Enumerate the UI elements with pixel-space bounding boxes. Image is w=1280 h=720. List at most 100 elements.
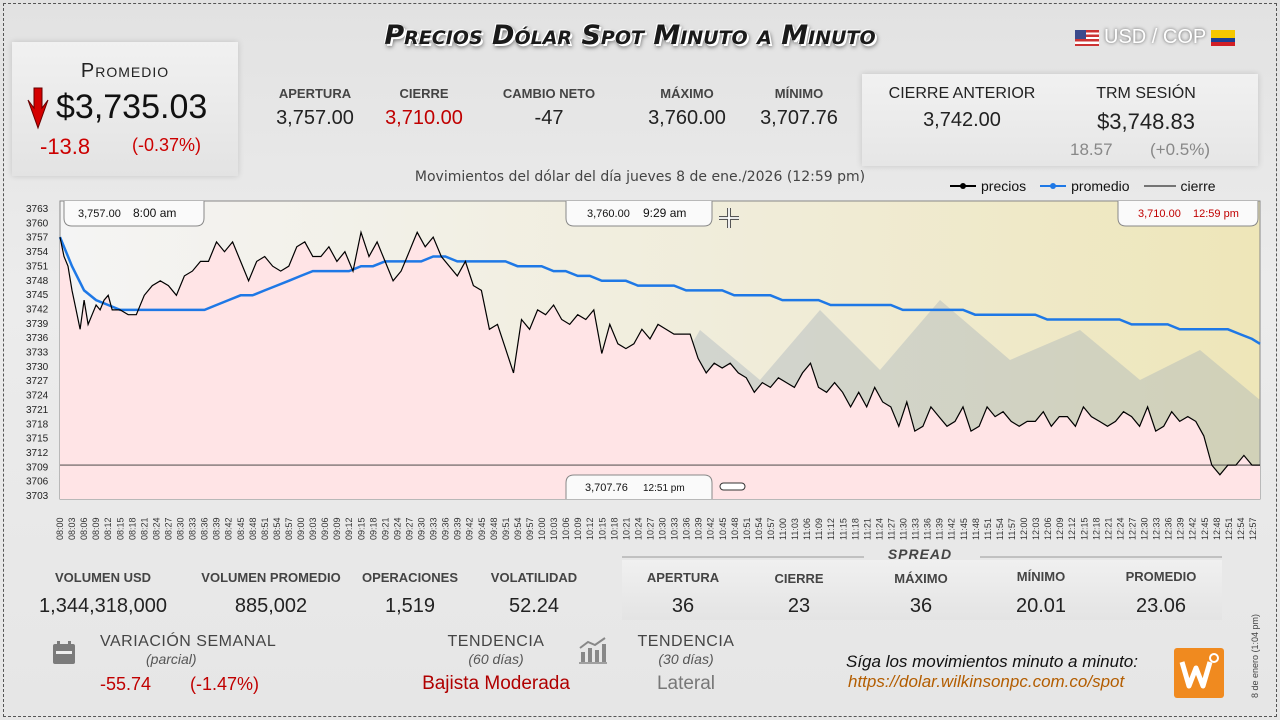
x-tick-label: 08:42 (224, 517, 234, 540)
x-tick-label: 09:42 (465, 517, 475, 540)
x-tick-label: 12:18 (1091, 517, 1101, 540)
x-tick-label: 10:00 (537, 517, 547, 540)
x-tick-label: 08:18 (127, 517, 137, 540)
stat-value: 3,760.00 (648, 107, 726, 129)
y-tick-label: 3721 (26, 405, 49, 416)
colombia-flag-icon (1211, 29, 1236, 46)
x-tick-label: 12:48 (1212, 517, 1222, 540)
scroll-handle[interactable] (719, 482, 746, 491)
x-tick-label: 10:24 (633, 517, 643, 540)
promedio-value: $3,735.03 (56, 88, 208, 126)
max-callout-price: 3,760.00 (587, 208, 630, 220)
y-tick-label: 3736 (26, 333, 49, 344)
x-tick-label: 12:39 (1176, 517, 1186, 540)
y-tick-label: 3748 (26, 276, 49, 287)
x-tick-label: 08:00 (55, 517, 65, 540)
x-tick-label: 08:36 (200, 517, 210, 540)
x-tick-label: 08:09 (91, 517, 101, 540)
spread-promedio-value: 23.06 (1135, 595, 1187, 617)
legend-line-black-icon (950, 183, 976, 189)
x-tick-label: 09:00 (296, 517, 306, 540)
x-tick-label: 11:27 (887, 518, 897, 540)
y-tick-label: 3739 (26, 319, 49, 330)
x-tick-label: 10:30 (658, 517, 668, 540)
max-callout: 3,760.00 9:29 am (565, 201, 739, 228)
x-axis-ticks: 08:00 08:03 08:06 08:09 08:12 08:15 08:18 08:21… (55, 517, 1258, 540)
follow-link[interactable]: https://dolar.wilkinsonpc.com.co/spot (848, 672, 1125, 691)
y-axis-ticks: 3763 3760 3757 3754 3751 3748 3745 3742 3739 3736… (26, 204, 49, 502)
close-callout-time: 12:59 pm (1193, 208, 1239, 220)
volumen-promedio-label: VOLUMEN PROMEDIO (201, 570, 341, 585)
x-tick-label: 11:39 (935, 518, 945, 540)
spread-cierre-label: CIERRE (774, 571, 824, 586)
x-tick-label: 12:57 (1248, 517, 1258, 540)
x-tick-label: 10:57 (766, 517, 776, 540)
volumen-usd-value: 1,344,318,000 (39, 595, 167, 617)
volatilidad-value: 52.24 (508, 595, 560, 617)
x-tick-label: 12:24 (1115, 517, 1125, 540)
stat-value: 3,710.00 (385, 107, 463, 129)
stat-cierre: CIERRE 3,710.00 (378, 86, 470, 130)
spread-panel (622, 560, 1222, 620)
legend-promedio: promedio (1040, 178, 1130, 194)
x-tick-label: 11:45 (959, 518, 969, 540)
x-tick-label: 08:51 (260, 517, 270, 540)
volatilidad-label: VOLATILIDAD (490, 570, 578, 585)
x-tick-label: 11:30 (899, 518, 909, 540)
x-tick-label: 12:15 (1079, 517, 1089, 540)
trm-sesion: TRM SESIÓN $3,748.83 (1066, 85, 1226, 135)
price-chart[interactable]: 3763 3760 3757 3754 3751 3748 3745 3742 3739 3736… (0, 198, 1280, 548)
spread-apertura-label: APERTURA (646, 570, 720, 585)
x-tick-label: 11:00 (778, 518, 788, 540)
volatilidad: VOLATILIDAD 52.24 (484, 570, 584, 618)
x-tick-label: 09:54 (513, 517, 523, 540)
y-tick-label: 3727 (26, 376, 49, 387)
y-tick-label: 3730 (26, 362, 49, 373)
x-tick-label: 09:51 (501, 517, 511, 540)
wilkinson-logo[interactable] (1174, 648, 1224, 698)
spread-divider (622, 556, 1222, 558)
min-callout: 3,707.76 12:51 pm (565, 474, 746, 499)
spread-promedio: PROMEDIO 23.06 (1114, 569, 1208, 618)
x-tick-label: 09:15 (356, 517, 366, 540)
trm-change-pct: (+0.5%) (1150, 140, 1210, 159)
x-tick-label: 10:36 (682, 517, 692, 540)
x-tick-label: 11:48 (971, 518, 981, 540)
x-tick-label: 10:12 (585, 517, 595, 540)
spread-minimo: MÍNIMO 20.01 (998, 569, 1084, 618)
stat-label: CIERRE (399, 86, 449, 101)
x-tick-label: 09:24 (392, 517, 402, 540)
x-tick-label: 08:06 (79, 517, 89, 540)
x-tick-label: 10:33 (670, 517, 680, 540)
legend-line-thin-icon (1143, 185, 1176, 187)
x-tick-label: 12:06 (1043, 517, 1053, 540)
x-tick-label: 09:03 (308, 517, 318, 540)
x-tick-label: 09:36 (441, 517, 451, 540)
x-tick-label: 08:48 (248, 517, 258, 540)
x-tick-label: 12:45 (1200, 517, 1210, 540)
us-flag-icon (1075, 29, 1099, 46)
x-tick-label: 09:18 (368, 517, 378, 540)
spread-maximo-label: MÁXIMO (894, 571, 948, 586)
down-arrow-icon (27, 87, 49, 130)
y-tick-label: 3724 (26, 391, 49, 402)
spread-apertura: APERTURA 36 (640, 570, 726, 618)
stat-label: MÁXIMO (660, 86, 714, 101)
trm-value: $3,748.83 (1097, 109, 1195, 134)
x-tick-label: 11:03 (790, 518, 800, 540)
x-tick-label: 10:06 (561, 517, 571, 540)
tendencia-30: TENDENCIA (30 días) Lateral (626, 633, 746, 695)
close-callout: 3,710.00 12:59 pm (1117, 201, 1259, 227)
x-tick-label: 12:00 (1019, 517, 1029, 540)
x-tick-label: 12:54 (1236, 517, 1246, 540)
stat-cambio-neto: CAMBIO NETO -47 (494, 86, 604, 130)
spread-apertura-value: 36 (671, 595, 695, 617)
open-callout-price: 3,757.00 (78, 208, 121, 220)
cierre-anterior-label: CIERRE ANTERIOR (888, 85, 1036, 102)
x-tick-label: 09:57 (525, 517, 535, 540)
x-tick-label: 10:48 (730, 517, 740, 540)
legend-cierre: cierre (1143, 178, 1216, 194)
stat-label: MÍNIMO (774, 86, 824, 101)
x-tick-label: 08:03 (67, 517, 77, 540)
volumen-promedio-value: 885,002 (234, 595, 308, 617)
